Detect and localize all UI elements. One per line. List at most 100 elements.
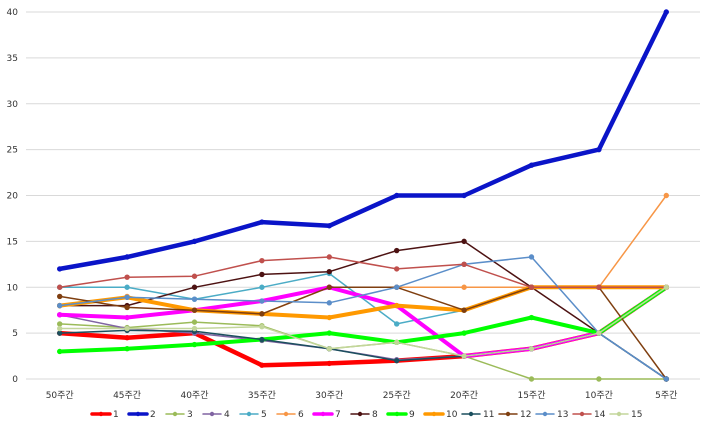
- data-point: [191, 307, 198, 313]
- data-point: [57, 330, 63, 336]
- series-line-2: [57, 9, 669, 272]
- data-point: [124, 274, 130, 280]
- legend-item-11: 11: [461, 410, 494, 420]
- data-point: [596, 146, 602, 153]
- legend-item-2: 2: [127, 410, 156, 420]
- data-point: [528, 284, 535, 290]
- data-point: [57, 325, 63, 332]
- data-point: [124, 254, 130, 260]
- legend-label: 3: [187, 410, 193, 420]
- series-13: [57, 254, 669, 382]
- data-point: [191, 273, 198, 279]
- x-tick-label: 20주간: [450, 390, 478, 401]
- data-point: [191, 319, 198, 325]
- data-point: [124, 325, 130, 332]
- data-point: [528, 346, 535, 352]
- data-point: [461, 307, 467, 313]
- series-line-13: [58, 256, 668, 380]
- legend-label: 12: [520, 410, 531, 420]
- legend-marker: [616, 411, 622, 417]
- data-point: [259, 298, 265, 304]
- data-point: [259, 271, 265, 278]
- data-point: [57, 266, 63, 272]
- data-point: [57, 293, 63, 300]
- y-tick-label: 5: [12, 329, 18, 339]
- data-point: [394, 266, 400, 272]
- legend-marker: [246, 411, 252, 417]
- data-point: [326, 360, 332, 367]
- data-point: [461, 353, 467, 359]
- legend-item-1: 1: [90, 410, 119, 420]
- legend-marker: [209, 411, 215, 417]
- legend-marker: [98, 411, 104, 417]
- x-tick-label: 30주간: [315, 390, 343, 401]
- legend-marker: [172, 411, 178, 417]
- legend-item-3: 3: [165, 410, 193, 420]
- legend-label: 11: [483, 410, 494, 420]
- data-point: [461, 261, 467, 268]
- legend-label: 5: [261, 410, 267, 420]
- legend-item-5: 5: [239, 410, 267, 420]
- data-point: [124, 314, 130, 321]
- data-point: [663, 192, 669, 199]
- legend-label: 7: [335, 410, 341, 420]
- data-point: [57, 348, 63, 355]
- legend-label: 8: [372, 410, 378, 420]
- legend-marker: [505, 411, 511, 417]
- data-point: [57, 284, 63, 290]
- x-tick-label: 15주간: [517, 390, 545, 401]
- series-2: [57, 9, 669, 272]
- data-point: [394, 339, 400, 345]
- data-point: [191, 284, 198, 290]
- x-tick-label: 25주간: [383, 390, 411, 401]
- legend-item-9: 9: [386, 410, 415, 420]
- x-tick-label: 35주간: [248, 390, 276, 401]
- x-tick-label: 45주간: [113, 390, 141, 401]
- legend-label: 4: [224, 410, 230, 420]
- data-point: [259, 324, 265, 330]
- y-tick-label: 10: [7, 283, 19, 293]
- y-tick-label: 0: [12, 375, 18, 385]
- data-point: [663, 284, 669, 290]
- data-point: [326, 314, 332, 321]
- legend-item-6: 6: [276, 410, 304, 420]
- data-point: [124, 304, 130, 311]
- data-point: [528, 254, 535, 260]
- series-lines: [57, 9, 669, 382]
- legend-marker: [135, 411, 141, 417]
- data-point: [394, 284, 400, 290]
- y-tick-label: 20: [7, 192, 19, 202]
- legend-item-14: 14: [572, 410, 606, 420]
- data-point: [663, 9, 669, 15]
- legend-label: 2: [150, 410, 156, 420]
- y-tick-label: 15: [7, 237, 18, 247]
- legend-item-15: 15: [609, 410, 642, 420]
- data-point: [394, 321, 400, 327]
- series-line-15: [58, 286, 668, 357]
- data-point: [191, 238, 198, 245]
- data-point: [124, 284, 130, 290]
- legend-marker: [357, 411, 363, 417]
- legend-marker: [468, 411, 474, 417]
- data-point: [191, 341, 198, 348]
- data-point: [259, 257, 265, 264]
- legend-label: 10: [446, 410, 458, 420]
- x-tick-label: 50주간: [46, 390, 74, 401]
- legend-item-13: 13: [535, 410, 568, 420]
- data-point: [57, 302, 63, 309]
- legend-label: 1: [113, 410, 119, 420]
- data-point: [461, 192, 467, 199]
- data-point: [259, 336, 265, 343]
- data-point: [191, 325, 198, 332]
- x-tick-label: 10주간: [585, 390, 613, 401]
- data-point: [124, 294, 130, 301]
- legend: 1 2 3 4 5 6 7 8 9 10 11 12 13 14 15: [90, 410, 642, 420]
- legend-label: 6: [298, 410, 304, 420]
- data-point: [461, 330, 467, 336]
- legend-marker: [431, 411, 437, 417]
- x-axis-ticks: 50주간 45주간 40주간 35주간 30주간 25주간 20주간 15주간 10주간 5주간: [46, 390, 678, 401]
- data-point: [663, 376, 669, 382]
- legend-item-4: 4: [202, 410, 230, 420]
- data-point: [191, 296, 198, 302]
